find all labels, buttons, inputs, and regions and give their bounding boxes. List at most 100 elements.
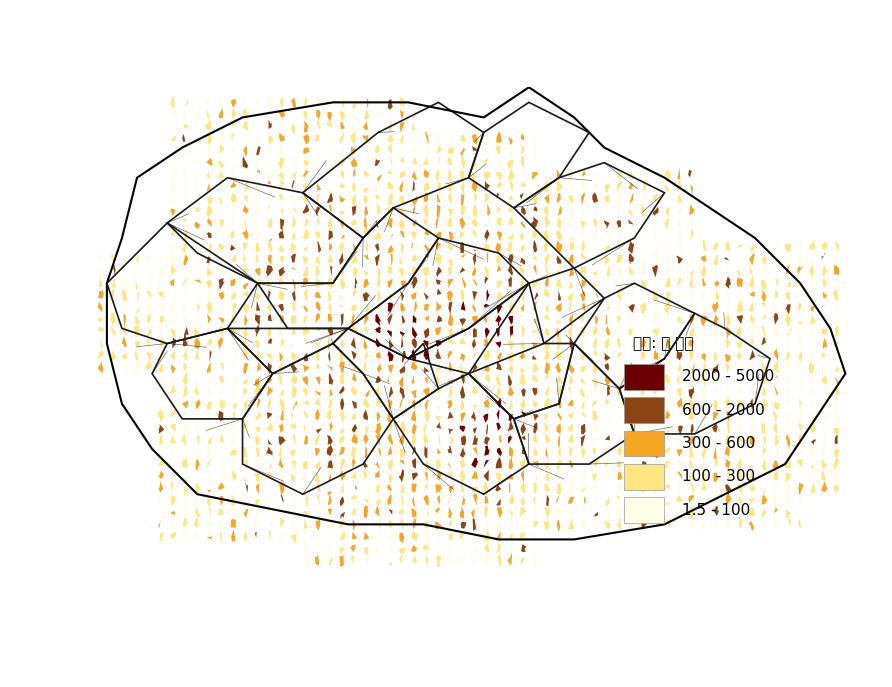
Polygon shape bbox=[460, 290, 464, 302]
Polygon shape bbox=[580, 365, 585, 374]
Polygon shape bbox=[592, 258, 599, 262]
Polygon shape bbox=[448, 183, 454, 193]
Polygon shape bbox=[558, 217, 562, 229]
Polygon shape bbox=[727, 469, 730, 480]
Polygon shape bbox=[158, 519, 161, 529]
Polygon shape bbox=[232, 350, 237, 361]
Polygon shape bbox=[207, 421, 213, 434]
Polygon shape bbox=[534, 145, 536, 156]
Polygon shape bbox=[399, 268, 404, 278]
FancyBboxPatch shape bbox=[624, 464, 664, 490]
Polygon shape bbox=[328, 144, 332, 157]
Polygon shape bbox=[738, 484, 743, 495]
Polygon shape bbox=[232, 254, 236, 262]
Polygon shape bbox=[379, 517, 381, 530]
Polygon shape bbox=[389, 293, 393, 300]
Polygon shape bbox=[592, 240, 598, 251]
Polygon shape bbox=[508, 276, 512, 286]
Polygon shape bbox=[175, 146, 177, 157]
Polygon shape bbox=[545, 328, 549, 336]
Polygon shape bbox=[293, 108, 296, 110]
Polygon shape bbox=[546, 495, 549, 506]
Polygon shape bbox=[642, 420, 645, 434]
Polygon shape bbox=[194, 279, 201, 283]
Polygon shape bbox=[388, 508, 392, 515]
Polygon shape bbox=[615, 203, 621, 216]
Polygon shape bbox=[171, 121, 176, 133]
Polygon shape bbox=[460, 353, 466, 362]
Polygon shape bbox=[351, 219, 357, 227]
Polygon shape bbox=[436, 555, 441, 567]
Polygon shape bbox=[387, 445, 392, 455]
Polygon shape bbox=[400, 449, 406, 458]
Polygon shape bbox=[98, 278, 103, 287]
Polygon shape bbox=[266, 170, 272, 179]
Polygon shape bbox=[327, 326, 334, 335]
Polygon shape bbox=[219, 398, 225, 409]
Polygon shape bbox=[400, 135, 404, 144]
Polygon shape bbox=[497, 448, 502, 456]
Polygon shape bbox=[206, 96, 210, 108]
Polygon shape bbox=[136, 280, 138, 289]
Polygon shape bbox=[665, 192, 670, 204]
Polygon shape bbox=[387, 484, 392, 491]
Polygon shape bbox=[242, 350, 249, 359]
Polygon shape bbox=[254, 324, 260, 338]
Polygon shape bbox=[231, 486, 235, 495]
Polygon shape bbox=[822, 446, 827, 458]
Polygon shape bbox=[777, 341, 779, 349]
Polygon shape bbox=[208, 490, 211, 492]
Polygon shape bbox=[786, 328, 791, 337]
Polygon shape bbox=[472, 338, 476, 348]
Polygon shape bbox=[278, 228, 285, 238]
Polygon shape bbox=[532, 374, 538, 383]
Polygon shape bbox=[484, 181, 490, 191]
Polygon shape bbox=[593, 350, 598, 357]
Polygon shape bbox=[484, 446, 490, 455]
Polygon shape bbox=[473, 519, 476, 531]
Polygon shape bbox=[810, 337, 816, 348]
Polygon shape bbox=[665, 472, 671, 484]
Polygon shape bbox=[461, 436, 467, 445]
Polygon shape bbox=[519, 483, 526, 493]
Polygon shape bbox=[833, 412, 840, 423]
Polygon shape bbox=[473, 447, 478, 455]
Polygon shape bbox=[232, 210, 235, 218]
Polygon shape bbox=[653, 282, 658, 290]
Polygon shape bbox=[677, 180, 682, 190]
Polygon shape bbox=[173, 109, 177, 121]
Polygon shape bbox=[738, 361, 742, 372]
Polygon shape bbox=[327, 534, 334, 537]
Polygon shape bbox=[714, 267, 717, 278]
Polygon shape bbox=[714, 254, 718, 266]
Polygon shape bbox=[340, 220, 343, 229]
Polygon shape bbox=[593, 438, 599, 444]
Polygon shape bbox=[170, 351, 175, 361]
Polygon shape bbox=[641, 245, 645, 253]
Polygon shape bbox=[424, 292, 429, 300]
Polygon shape bbox=[353, 229, 358, 236]
Polygon shape bbox=[219, 317, 225, 324]
Polygon shape bbox=[558, 445, 561, 455]
Polygon shape bbox=[822, 265, 827, 277]
Polygon shape bbox=[243, 205, 249, 214]
Polygon shape bbox=[231, 519, 236, 528]
Polygon shape bbox=[339, 372, 344, 385]
Polygon shape bbox=[690, 314, 695, 324]
Polygon shape bbox=[376, 433, 381, 446]
Polygon shape bbox=[786, 281, 791, 288]
Polygon shape bbox=[508, 204, 515, 212]
Polygon shape bbox=[230, 313, 236, 322]
Polygon shape bbox=[726, 412, 731, 423]
Polygon shape bbox=[679, 523, 681, 532]
Polygon shape bbox=[423, 433, 429, 444]
Polygon shape bbox=[339, 252, 343, 265]
Polygon shape bbox=[508, 254, 514, 264]
Polygon shape bbox=[581, 313, 584, 323]
Polygon shape bbox=[496, 518, 501, 531]
Polygon shape bbox=[616, 254, 623, 264]
Polygon shape bbox=[569, 313, 574, 326]
Polygon shape bbox=[170, 377, 177, 385]
Polygon shape bbox=[580, 290, 585, 302]
Polygon shape bbox=[255, 499, 260, 507]
